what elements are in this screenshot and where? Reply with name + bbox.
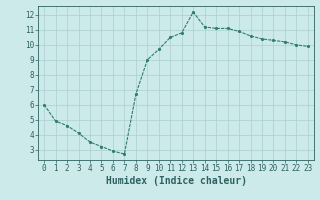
X-axis label: Humidex (Indice chaleur): Humidex (Indice chaleur)	[106, 176, 246, 186]
